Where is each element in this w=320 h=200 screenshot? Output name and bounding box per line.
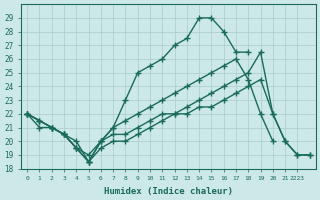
X-axis label: Humidex (Indice chaleur): Humidex (Indice chaleur)	[104, 187, 233, 196]
